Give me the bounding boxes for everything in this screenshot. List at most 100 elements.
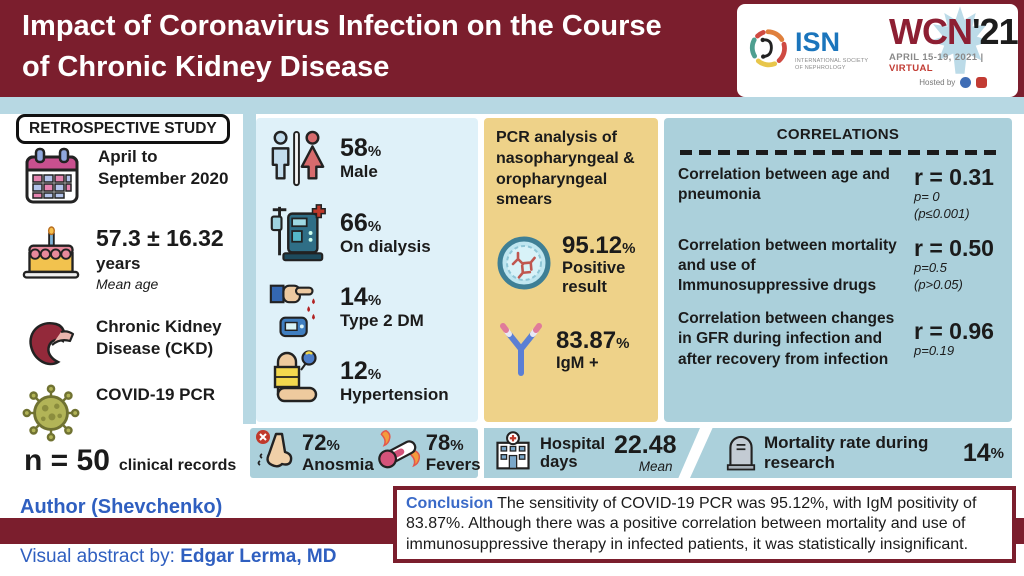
mean-age-row: 57.3 ± 16.32 years Mean age	[22, 225, 236, 294]
dialysis-machine-icon	[266, 201, 328, 265]
mean-age-block: 57.3 ± 16.32 years Mean age	[96, 225, 236, 294]
stat-male: 58% Male	[266, 128, 468, 190]
hospital-days-box: Hospital days 22.48 Mean	[484, 428, 700, 478]
mortality-value: 14	[962, 438, 991, 467]
correlation-p-value: p=0.19	[914, 343, 955, 359]
sample-size-value: n = 50	[24, 444, 110, 477]
credit-prefix: Visual abstract by:	[20, 546, 181, 567]
wcn-logo: WCN'21 APRIL 15-19, 2021 | VIRTUAL Hoste…	[889, 6, 1019, 93]
correlation-label: Correlation between changes in GFR durin…	[678, 310, 895, 368]
credit-name: Edgar Lerma, MD	[180, 546, 337, 567]
stat-label: Anosmia	[302, 455, 374, 475]
author-line: Author (Shevchenko)	[20, 496, 223, 518]
isn-mark-icon	[747, 27, 789, 74]
test-row: COVID-19 PCR	[22, 384, 236, 447]
antibody-icon	[496, 319, 546, 382]
stat-value: 14	[340, 283, 368, 312]
percent-sign: %	[622, 240, 636, 258]
percent-sign: %	[367, 217, 382, 235]
disease-label: Chronic Kidney Disease (CKD)	[96, 317, 222, 358]
symptoms-box: 72% Anosmia 78% Fevers	[250, 428, 481, 479]
stat-value: 66	[340, 208, 368, 237]
correlation-item-age-pneumonia: Correlation between age and pneumonia r …	[678, 165, 998, 223]
kidney-icon	[22, 316, 80, 379]
thermometer-icon	[374, 428, 422, 479]
correlations-title: CORRELATIONS	[776, 126, 900, 143]
mean-age-unit: years	[96, 254, 141, 274]
isn-subtitle: INTERNATIONAL SOCIETY OF NEPHROLOGY	[795, 57, 869, 71]
study-period: April to September 2020	[98, 147, 229, 188]
percent-sign: %	[450, 436, 464, 454]
birthday-cake-icon	[22, 226, 80, 291]
sample-size-row: n = 50 clinical records	[24, 444, 236, 478]
hospital-days-label: Hospital days	[540, 434, 606, 471]
conference-dates: APRIL 15-19, 2021 |	[889, 51, 984, 63]
calendar-icon	[22, 146, 82, 213]
isn-wordmark: ISN	[795, 26, 841, 57]
canadian-society-logo-icon	[976, 76, 988, 88]
correlation-p-threshold: (p>0.05)	[914, 276, 963, 292]
percent-sign: %	[367, 292, 382, 310]
stat-label: Positive result	[562, 259, 626, 297]
stat-anosmia: 72% Anosmia	[254, 428, 374, 479]
correlation-label: Correlation between age and pneumonia	[678, 166, 890, 204]
virtual-label: VIRTUAL	[889, 62, 933, 74]
conclusion-label: Conclusion	[406, 495, 494, 512]
stat-label: Male	[340, 162, 378, 182]
wcn-year: '21	[971, 10, 1019, 52]
stat-hypertension: 12% Hypertension	[266, 350, 468, 412]
male-female-icon	[266, 128, 328, 190]
stat-label: Fevers	[425, 455, 481, 475]
maple-leaf-icon	[924, 4, 996, 81]
stat-label: IgM +	[556, 354, 599, 373]
conference-logo: ISN INTERNATIONAL SOCIETY OF NEPHROLOGY …	[737, 4, 1019, 97]
stat-positive-result: 95.12% Positive result	[496, 233, 646, 297]
correlation-r-value: r = 0.50	[914, 234, 994, 261]
credit-line: Visual abstract by: Edgar Lerma, MD	[20, 546, 336, 568]
stat-dialysis: 66% On dialysis	[266, 201, 468, 265]
mean-age-value: 57.3 ± 16.32	[96, 225, 224, 251]
correlation-r-value: r = 0.31	[914, 164, 994, 190]
percent-sign: %	[326, 436, 340, 454]
hosted-by-label: Hosted by	[919, 77, 956, 87]
correlation-r-value: r = 0.96	[914, 318, 994, 345]
correlation-p-value: p=0.5	[914, 260, 947, 276]
header-divider-band	[0, 97, 1024, 114]
pcr-title: PCR analysis of nasopharyngeal & orophar…	[496, 129, 635, 209]
stat-value: 83.87	[556, 327, 617, 355]
conclusion-box: Conclusion The sensitivity of COVID-19 PC…	[393, 486, 1016, 564]
demographics-panel: 58% Male 66% On dial	[256, 118, 478, 422]
petri-dish-icon	[496, 235, 552, 296]
hospital-days-value: 22.48	[614, 430, 677, 459]
correlations-panel: CORRELATIONS Correlation between age and…	[664, 118, 1012, 422]
hospital-days-caption: Mean	[638, 458, 673, 474]
stat-fevers: 78% Fevers	[374, 428, 481, 479]
mortality-box: Mortality rate during research 14%	[690, 428, 1012, 478]
stat-label: Type 2 DM	[340, 311, 424, 331]
mortality-label: Mortality rate during research	[764, 433, 929, 472]
test-label: COVID-19 PCR	[96, 385, 216, 404]
percent-sign: %	[616, 335, 630, 353]
mean-age-caption: Mean age	[96, 276, 159, 293]
stat-value: 72	[302, 429, 327, 455]
vertical-divider-strip	[243, 114, 256, 424]
stat-value: 78	[425, 429, 451, 455]
correlation-item-mortality-drugs: Correlation between mortality and use of…	[678, 236, 998, 296]
wcn-wordmark: WCN	[889, 10, 973, 52]
correlation-label: Correlation between mortality and use of…	[678, 236, 897, 295]
tombstone-icon	[726, 431, 756, 476]
dashed-divider	[680, 150, 996, 155]
percent-sign: %	[990, 444, 1004, 462]
virus-icon	[22, 384, 80, 447]
glucose-test-icon	[266, 277, 328, 339]
blood-pressure-icon	[266, 350, 328, 412]
csn-logo-icon	[960, 76, 972, 88]
correlation-p-threshold: (p≤0.001)	[914, 206, 970, 222]
stat-value: 58	[340, 134, 368, 163]
percent-sign: %	[367, 365, 382, 383]
stat-value: 12	[340, 356, 368, 385]
stat-igm: 83.87% IgM +	[496, 319, 646, 382]
correlation-p-value: p= 0	[914, 189, 940, 205]
study-type-badge: RETROSPECTIVE STUDY	[16, 114, 230, 144]
